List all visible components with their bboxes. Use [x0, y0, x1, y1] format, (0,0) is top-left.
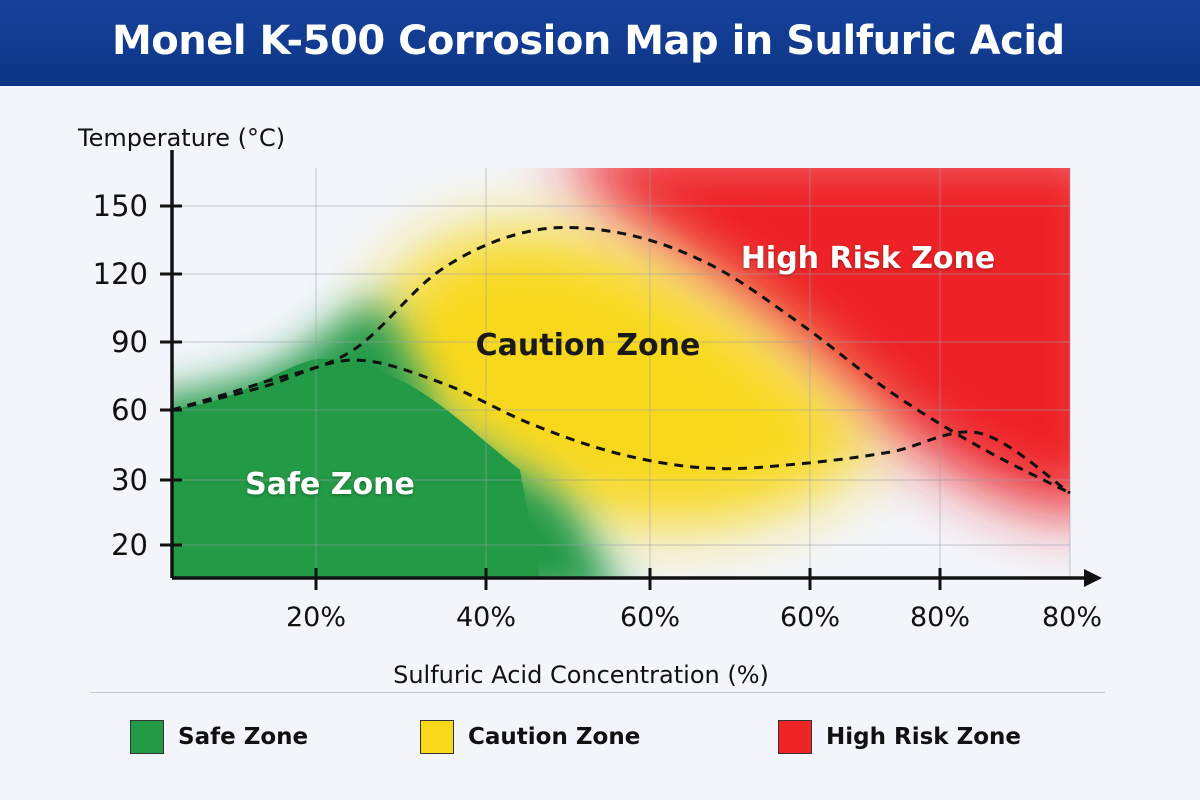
lower-boundary-curve — [171, 358, 1071, 495]
grid-lines — [172, 168, 1071, 578]
tick-labels: 20 30 60 90 120 150 20% 40% 60% 60% 80% 80% — [93, 189, 1102, 633]
y-axis-label: Temperature (°C) — [77, 124, 285, 152]
x-tick-label-3: 60% — [780, 602, 840, 633]
page-title: Monel K-500 Corrosion Map in Sulfuric Ac… — [112, 18, 1065, 64]
safe-zone-core — [172, 358, 540, 578]
high-risk-zone-fill — [578, 168, 1070, 512]
legend-label-caution: Caution Zone — [468, 724, 641, 750]
zone-fills — [172, 168, 1070, 578]
upper-boundary-curve — [171, 225, 1071, 495]
y-tick-label-3: 90 — [111, 325, 148, 359]
legend-swatch-high-risk — [778, 720, 812, 754]
safe-zone-label: Safe Zone — [245, 467, 415, 502]
high-risk-zone-label: High Risk Zone — [741, 241, 995, 276]
caution-zone-label: Caution Zone — [476, 328, 701, 363]
y-tick-label-1: 30 — [111, 463, 148, 497]
x-axis-label: Sulfuric Acid Concentration (%) — [393, 661, 769, 689]
zone-labels: Safe Zone Caution Zone High Risk Zone — [245, 241, 995, 502]
legend-swatch-caution — [420, 720, 454, 754]
caution-zone-fill — [380, 228, 880, 528]
x-tick-label-2: 60% — [620, 602, 680, 633]
legend-label-high-risk: High Risk Zone — [826, 724, 1022, 750]
title-bar: Monel K-500 Corrosion Map in Sulfuric Ac… — [0, 0, 1200, 86]
legend-swatch-safe — [130, 720, 164, 754]
y-tick-label-4: 120 — [93, 257, 148, 291]
x-tick-label-1: 40% — [456, 602, 516, 633]
legend-label-safe: Safe Zone — [178, 724, 309, 750]
x-axis-arrowhead — [1084, 569, 1102, 587]
x-tick-label-5: 80% — [1042, 602, 1102, 633]
y-tick-label-5: 150 — [93, 189, 148, 223]
x-tick-label-0: 20% — [286, 602, 346, 633]
axes — [170, 150, 1102, 587]
corrosion-chart: 20 30 60 90 120 150 20% 40% 60% 60% 80% 80% Tempera… — [77, 124, 1102, 689]
x-tick-label-4: 80% — [910, 602, 970, 633]
zone-boundaries — [171, 225, 1071, 495]
legend-divider — [90, 692, 1105, 693]
y-tick-label-2: 60 — [111, 393, 148, 427]
y-tick-label-0: 20 — [111, 528, 148, 562]
